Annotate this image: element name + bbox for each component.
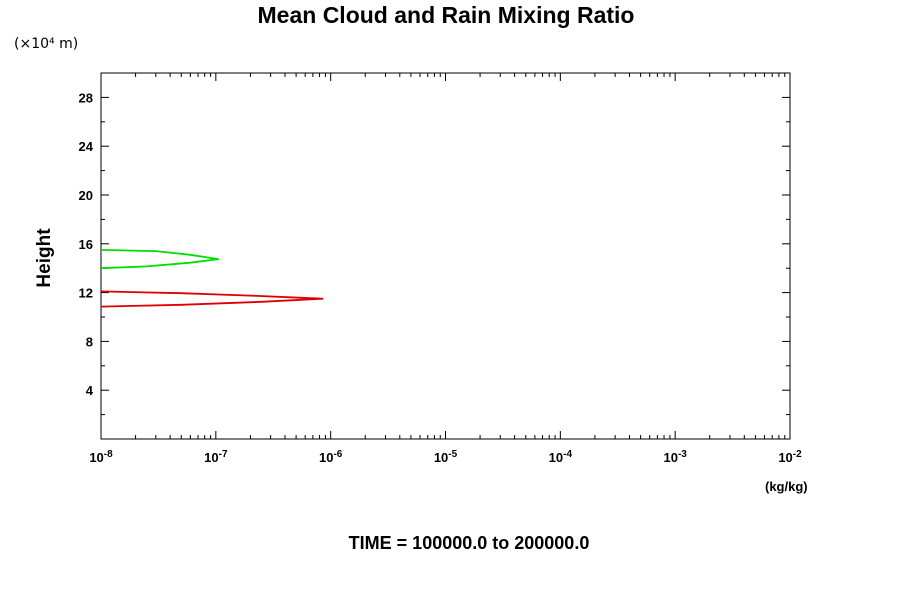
y-scale-label: (×10⁴ m) xyxy=(14,36,78,52)
x-tick-label: 10-6 xyxy=(319,449,343,465)
x-tick-label: 10-7 xyxy=(204,449,228,465)
x-tick-label: 10-5 xyxy=(434,449,458,465)
y-tick-label: 12 xyxy=(79,286,93,301)
x-units-label: (kg/kg) xyxy=(765,479,808,494)
y-tick-label: 28 xyxy=(79,90,93,105)
y-tick-label: 8 xyxy=(86,334,93,349)
y-axis-title: Height xyxy=(34,228,55,288)
y-axis-ticks: 4 8 12 16 20 24 28 xyxy=(79,90,790,416)
series-layer xyxy=(100,249,324,308)
y-tick-label: 24 xyxy=(79,139,94,154)
chart-title: Mean Cloud and Rain Mixing Ratio xyxy=(258,2,635,28)
x-tick-label: 10-2 xyxy=(778,449,802,465)
time-range-label: TIME = 100000.0 to 200000.0 xyxy=(349,533,590,553)
y-tick-label: 16 xyxy=(79,237,93,252)
plot-frame xyxy=(100,72,791,440)
x-tick-label: 10-8 xyxy=(89,449,113,465)
y-tick-label: 4 xyxy=(86,383,94,398)
x-tick-label: 10-3 xyxy=(663,449,687,465)
series-line-2 xyxy=(100,290,324,308)
x-tick-label: 10-4 xyxy=(549,449,573,465)
x-axis-ticks: 10-8 10-7 10-6 10-5 10-4 10-3 10-2 xyxy=(89,73,802,465)
series-line-1 xyxy=(100,249,220,270)
y-tick-label: 20 xyxy=(79,188,93,203)
